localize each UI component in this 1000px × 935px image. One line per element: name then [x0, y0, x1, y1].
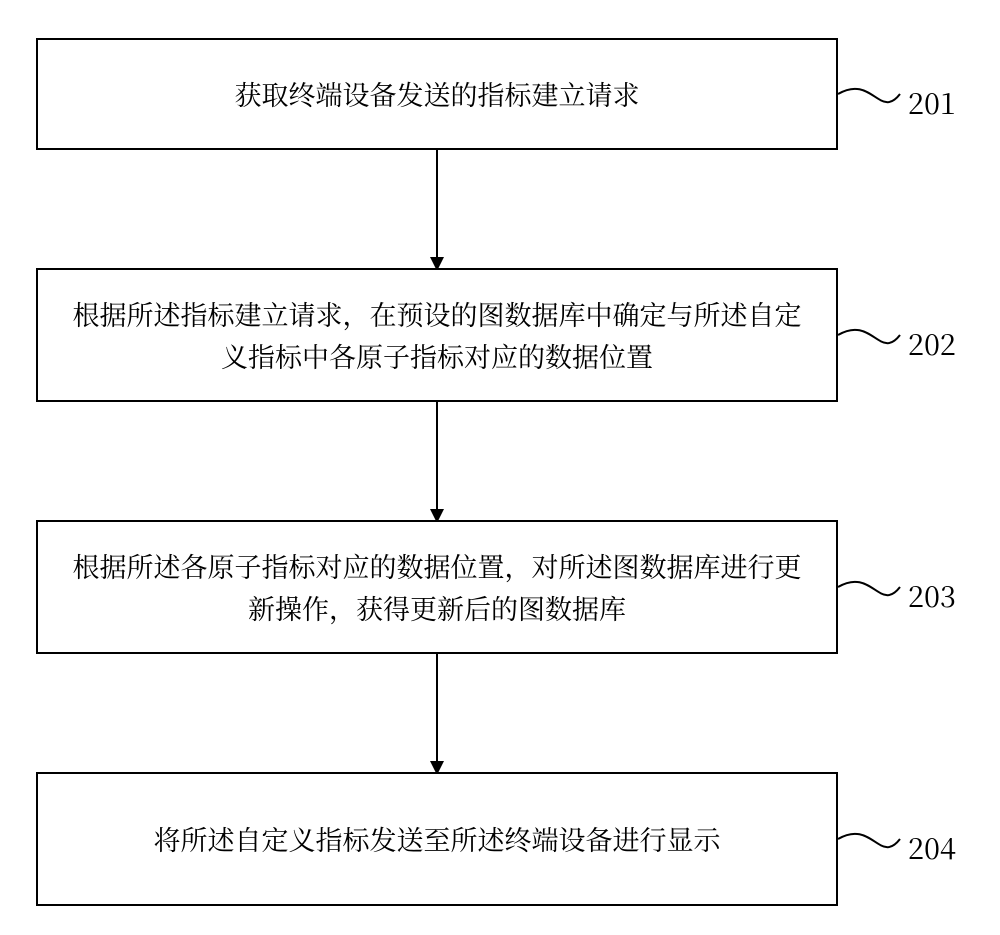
flowchart-step-label-202: 202: [908, 323, 956, 364]
flowchart-node-s204: 将所述自定义指标发送至所述终端设备进行显示: [36, 772, 838, 906]
flowchart-step-label-204: 204: [908, 827, 956, 868]
flowchart-node-text: 将所述自定义指标发送至所述终端设备进行显示: [154, 818, 721, 860]
flowchart-label-connector: [838, 89, 900, 102]
flowchart-node-text: 获取终端设备发送的指标建立请求: [235, 73, 640, 115]
flowchart-node-s202: 根据所述指标建立请求，在预设的图数据库中确定与所述自定 义指标中各原子指标对应的…: [36, 268, 838, 402]
flowchart-label-connector: [838, 582, 900, 595]
flowchart-node-text: 根据所述指标建立请求，在预设的图数据库中确定与所述自定 义指标中各原子指标对应的…: [73, 293, 802, 377]
flowchart-canvas: 获取终端设备发送的指标建立请求 201 根据所述指标建立请求，在预设的图数据库中确定…: [0, 0, 1000, 935]
flowchart-node-s201: 获取终端设备发送的指标建立请求: [36, 38, 838, 150]
flowchart-node-text: 根据所述各原子指标对应的数据位置，对所述图数据库进行更 新操作，获得更新后的图数…: [73, 545, 802, 629]
flowchart-node-s203: 根据所述各原子指标对应的数据位置，对所述图数据库进行更 新操作，获得更新后的图数…: [36, 520, 838, 654]
flowchart-step-label-203: 203: [908, 575, 956, 616]
flowchart-label-connector: [838, 834, 900, 847]
flowchart-label-connector: [838, 330, 900, 343]
flowchart-step-label-201: 201: [908, 82, 956, 123]
